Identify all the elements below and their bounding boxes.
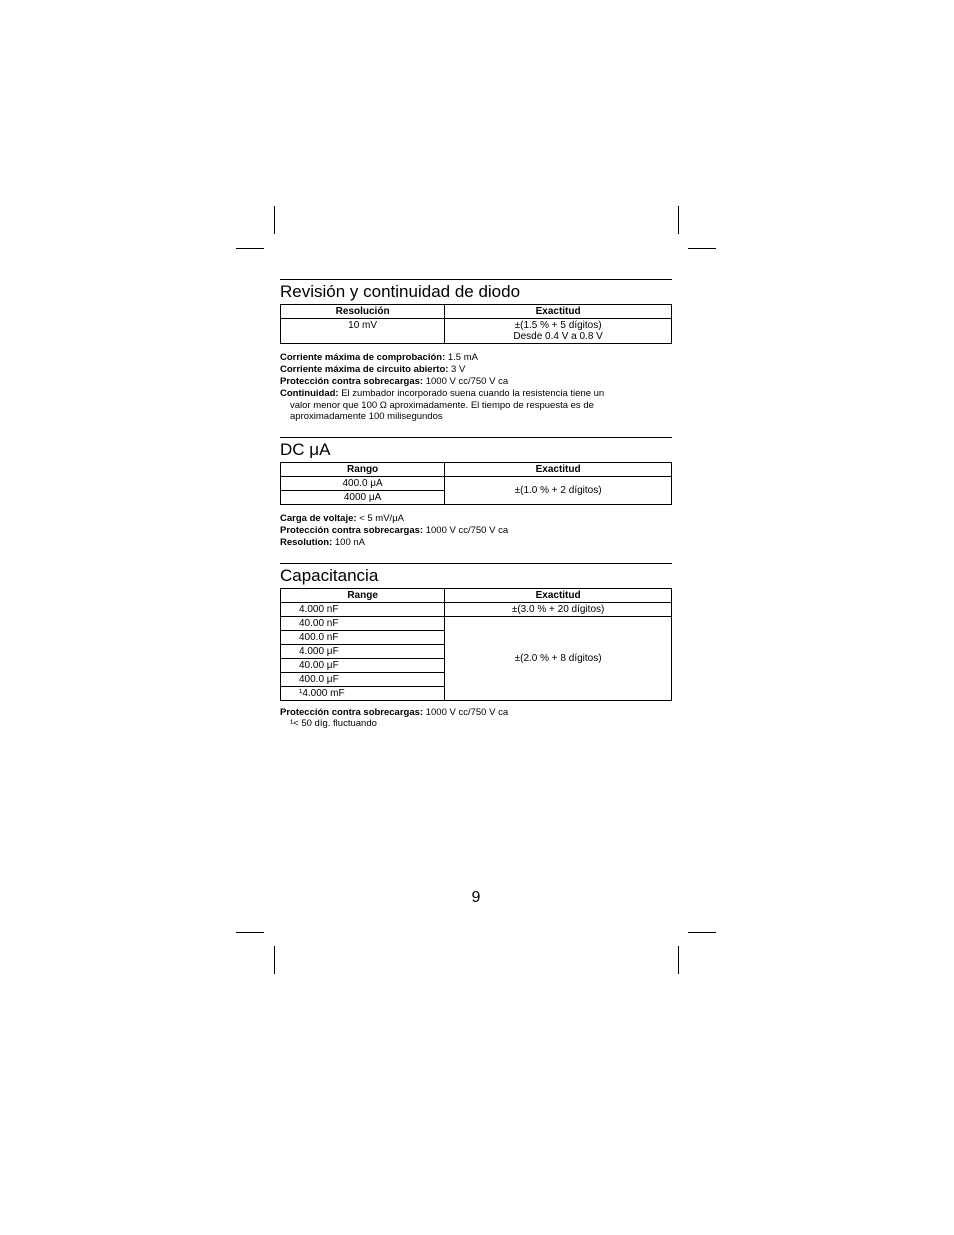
notes-dcua: Carga de voltaje: < 5 mV/μA Protección c… bbox=[280, 513, 672, 549]
table-cap: Range Exactitud 4.000 nF ±(3.0 % + 20 dí… bbox=[280, 588, 672, 701]
table-dcua: Rango Exactitud 400.0 μA ±(1.0 % + 2 díg… bbox=[280, 462, 672, 505]
footnote-text: ¹< 50 díg. fluctuando bbox=[280, 718, 672, 729]
acc-line2: Desde 0.4 V a 0.8 V bbox=[451, 331, 665, 342]
note-value: 3 V bbox=[448, 364, 465, 375]
td-r1: 400.0 μA bbox=[281, 477, 445, 491]
note-label: Continuidad: bbox=[280, 388, 339, 399]
th-exactitud: Exactitud bbox=[445, 305, 672, 319]
th-resolucion: Resolución bbox=[281, 305, 445, 319]
td-acc: ±(1.0 % + 2 dígitos) bbox=[445, 477, 672, 505]
foot-label: Protección contra sobrecargas: bbox=[280, 707, 423, 718]
acc-line1: ±(1.5 % + 5 dígitos) bbox=[451, 320, 665, 331]
page-number: 9 bbox=[280, 889, 672, 907]
note-cont: aproximadamente 100 milisegundos bbox=[280, 411, 672, 423]
td-r5: 40.00 μF bbox=[281, 658, 445, 672]
td-acc2: ±(2.0 % + 8 dígitos) bbox=[445, 616, 672, 700]
section-title-diode: Revisión y continuidad de diodo bbox=[280, 279, 672, 302]
note-label: Resolution: bbox=[280, 537, 332, 548]
foot-value: 1000 V cc/750 V ca bbox=[423, 707, 508, 718]
th-range: Range bbox=[281, 588, 445, 602]
td-r1: 4.000 nF bbox=[281, 602, 445, 616]
th-rango: Rango bbox=[281, 463, 445, 477]
td-r2: 4000 μA bbox=[281, 491, 445, 505]
note-label: Corriente máxima de circuito abierto: bbox=[280, 364, 448, 375]
note-value: < 5 mV/μA bbox=[357, 513, 404, 524]
notes-diode: Corriente máxima de comprobación: 1.5 mA… bbox=[280, 352, 672, 423]
notes-cap: Protección contra sobrecargas: 1000 V cc… bbox=[280, 707, 672, 729]
th-exactitud: Exactitud bbox=[445, 588, 672, 602]
note-label: Protección contra sobrecargas: bbox=[280, 376, 423, 387]
note-label: Protección contra sobrecargas: bbox=[280, 525, 423, 536]
note-cont: valor menor que 100 Ω aproximadamente. E… bbox=[280, 400, 672, 412]
note-value: El zumbador incorporado suena cuando la … bbox=[339, 388, 605, 399]
td-r3: 400.0 nF bbox=[281, 630, 445, 644]
note-value: 1.5 mA bbox=[445, 352, 478, 363]
note-value: 1000 V cc/750 V ca bbox=[423, 376, 508, 387]
th-exactitud: Exactitud bbox=[445, 463, 672, 477]
td-r6: 400.0 μF bbox=[281, 672, 445, 686]
section-title-cap: Capacitancia bbox=[280, 563, 672, 586]
note-value: 1000 V cc/750 V ca bbox=[423, 525, 508, 536]
page-content: Revisión y continuidad de diodo Resoluci… bbox=[280, 279, 672, 729]
note-value: 100 nA bbox=[332, 537, 365, 548]
note-label: Carga de voltaje: bbox=[280, 513, 357, 524]
td-acc: ±(1.5 % + 5 dígitos) Desde 0.4 V a 0.8 V bbox=[445, 319, 672, 344]
td-r7: ¹4.000 mF bbox=[281, 686, 445, 700]
td-res: 10 mV bbox=[281, 319, 445, 344]
table-diode: Resolución Exactitud 10 mV ±(1.5 % + 5 d… bbox=[280, 304, 672, 344]
note-label: Corriente máxima de comprobación: bbox=[280, 352, 445, 363]
td-r4: 4.000 μF bbox=[281, 644, 445, 658]
td-acc1: ±(3.0 % + 20 dígitos) bbox=[445, 602, 672, 616]
section-title-dcua: DC μA bbox=[280, 437, 672, 460]
td-r2: 40.00 nF bbox=[281, 616, 445, 630]
